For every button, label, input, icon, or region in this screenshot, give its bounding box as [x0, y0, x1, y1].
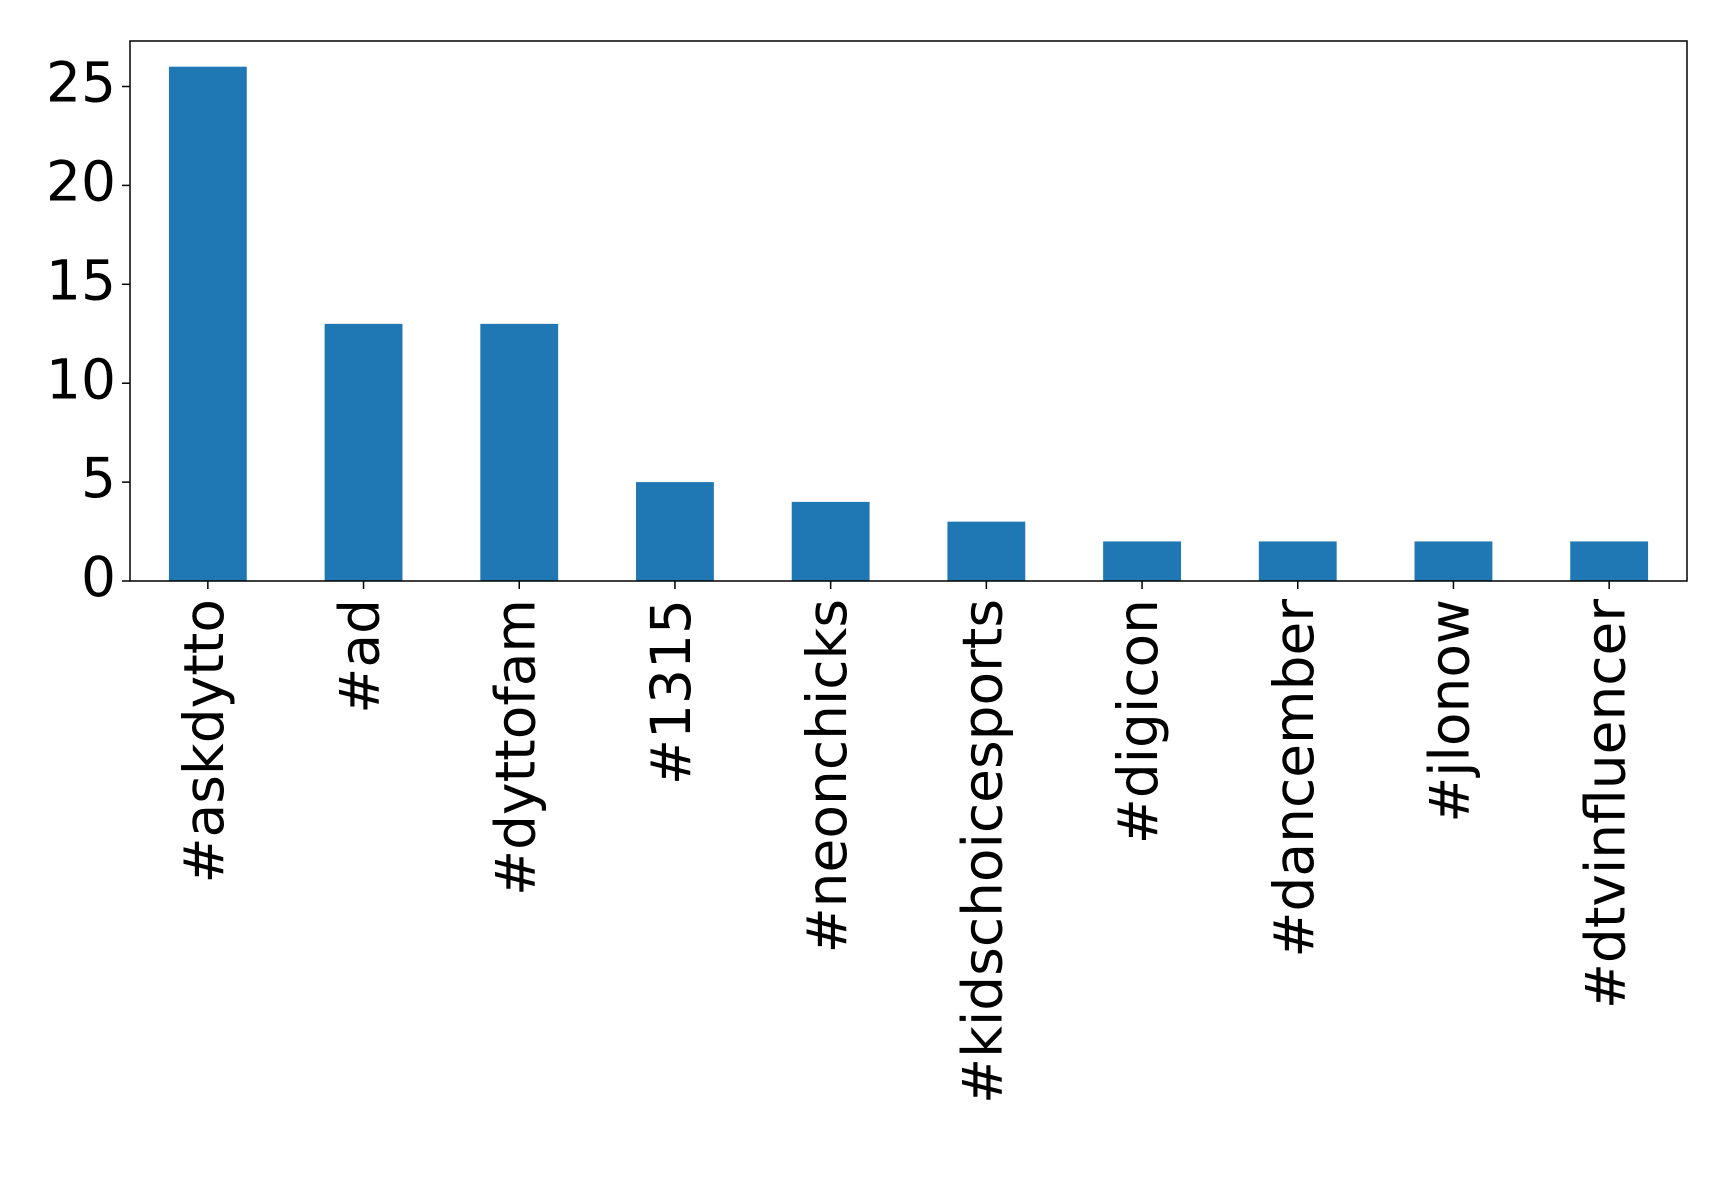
- y-tick-label: 5: [81, 446, 116, 510]
- bar: [324, 323, 403, 581]
- y-tick-label: 0: [81, 545, 116, 609]
- bar: [791, 501, 870, 581]
- x-tick-label: #dancember: [1262, 599, 1326, 958]
- x-tick-label: #askdytto: [172, 599, 236, 884]
- x-tick-label: #digicon: [1106, 599, 1170, 844]
- bar: [947, 521, 1026, 581]
- x-tick-label: #neonchicks: [795, 599, 859, 953]
- x-tick-label: #1315: [639, 599, 703, 785]
- x-tick-label: #dyttofam: [483, 599, 547, 896]
- bar: [168, 66, 247, 581]
- x-tick-label: #kidschoicesports: [950, 599, 1014, 1104]
- x-tick-label: #ad: [328, 599, 392, 714]
- x-tick-label: #jlonow: [1418, 599, 1482, 823]
- y-tick-label: 25: [46, 51, 116, 115]
- bar: [636, 482, 714, 581]
- y-tick-label: 20: [46, 150, 116, 214]
- bar: [1414, 541, 1493, 581]
- bar: [1570, 541, 1649, 581]
- plot-frame: [129, 40, 1688, 582]
- y-tick-label: 15: [46, 248, 116, 312]
- bar: [480, 323, 559, 581]
- bar: [1103, 541, 1181, 581]
- bar: [1258, 541, 1337, 581]
- y-tick-label: 10: [46, 347, 116, 411]
- x-tick-label: #dtvinfluencer: [1573, 599, 1637, 1010]
